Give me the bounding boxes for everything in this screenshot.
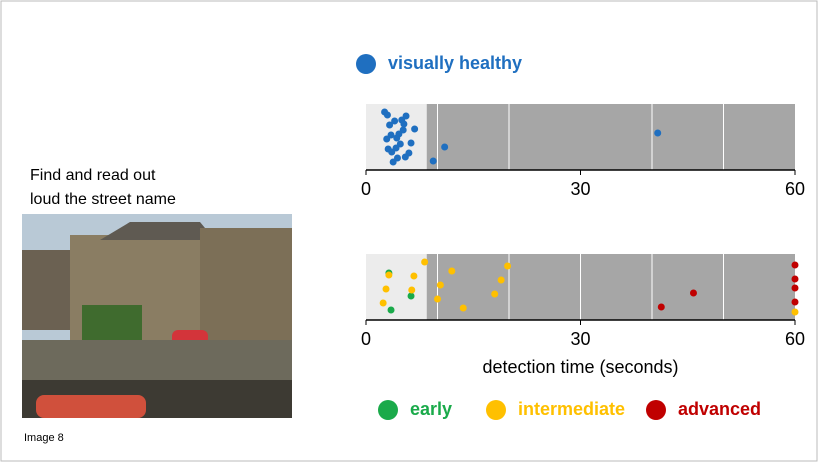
data-point	[657, 303, 665, 311]
data-point	[383, 135, 391, 143]
data-point	[411, 125, 419, 133]
data-point	[441, 143, 449, 151]
data-point	[434, 295, 441, 303]
legend-label: advanced	[678, 399, 761, 419]
data-point	[689, 289, 697, 297]
data-point	[459, 304, 467, 312]
x-tick-label: 0	[361, 179, 371, 199]
legend-marker	[356, 54, 376, 74]
data-point	[385, 271, 393, 279]
photo-building	[200, 228, 292, 346]
data-point	[408, 286, 416, 294]
data-point	[410, 272, 418, 280]
x-tick-label: 30	[570, 329, 590, 349]
data-point	[504, 262, 512, 270]
photo-tree	[82, 305, 142, 345]
photo	[22, 214, 292, 418]
data-point	[497, 276, 505, 284]
legend-label: visually healthy	[388, 53, 522, 73]
data-point	[436, 281, 444, 289]
data-point	[791, 275, 799, 283]
data-point	[791, 284, 799, 292]
instruction-line: loud the street name	[30, 191, 176, 208]
x-axis-label: detection time (seconds)	[482, 357, 678, 377]
data-point	[391, 117, 399, 125]
data-point	[383, 111, 391, 119]
x-tick-label: 60	[785, 329, 805, 349]
image-caption: Image 8	[24, 432, 64, 444]
photo-roof	[100, 222, 215, 240]
photo-wall	[22, 340, 292, 380]
legend-label: intermediate	[518, 399, 625, 419]
legend-label: early	[410, 399, 452, 419]
data-point	[382, 285, 390, 293]
legend-marker	[646, 400, 666, 420]
data-point	[654, 129, 662, 137]
instruction-line: Find and read out	[30, 167, 156, 184]
data-point	[429, 157, 437, 165]
photo-boat	[36, 395, 146, 418]
data-point	[791, 298, 799, 306]
data-point	[421, 258, 429, 266]
x-tick-label: 30	[570, 179, 590, 199]
data-point	[393, 134, 401, 142]
data-point	[400, 120, 408, 128]
data-point	[379, 299, 387, 307]
x-tick-label: 60	[785, 179, 805, 199]
data-point	[491, 290, 499, 298]
legend-marker	[486, 400, 506, 420]
data-point	[388, 148, 396, 156]
x-tick-label: 0	[361, 329, 371, 349]
data-point	[386, 121, 394, 129]
data-point	[407, 292, 415, 300]
data-point	[407, 139, 415, 147]
data-point	[401, 153, 409, 161]
data-point	[791, 261, 799, 269]
highlight-region	[366, 254, 427, 320]
data-point	[387, 306, 395, 314]
data-point	[389, 158, 397, 166]
data-point	[791, 308, 799, 316]
legend-marker	[378, 400, 398, 420]
data-point	[448, 267, 456, 275]
